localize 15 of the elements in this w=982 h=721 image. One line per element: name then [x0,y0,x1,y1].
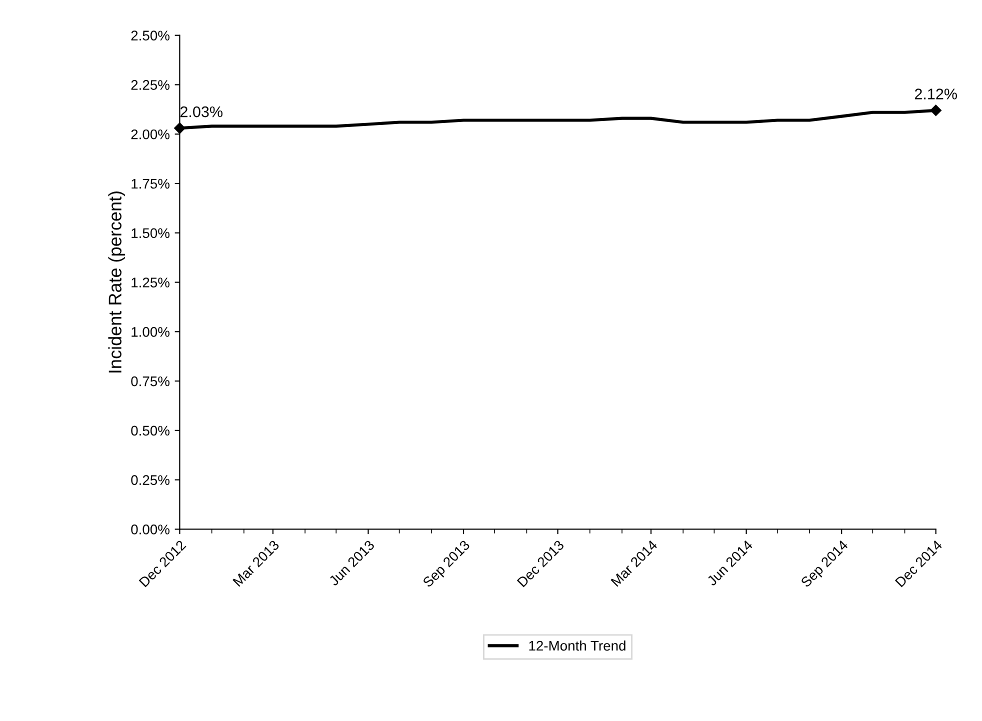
y-tick-label: 1.50% [132,228,170,238]
data-label: 2.12% [914,88,957,100]
y-tick-label: 1.00% [132,326,170,337]
data-label: 2.03% [180,106,222,118]
y-tick-label: 2.50% [131,30,170,40]
y-tick-label: 0.50% [131,426,170,436]
y-tick-label: 0.75% [131,376,170,386]
y-tick-label: 2.25% [131,80,170,90]
y-tick-label: 1.25% [132,278,170,288]
legend-label: 12-Month Trend [529,640,626,651]
y-tick-label: 2.00% [131,129,170,140]
y-axis-title: Incident Rate (percent) [108,192,126,372]
y-tick-label: 1.75% [132,178,170,189]
y-tick-label: 0.00% [131,524,170,534]
y-tick-label: 0.25% [131,475,170,485]
